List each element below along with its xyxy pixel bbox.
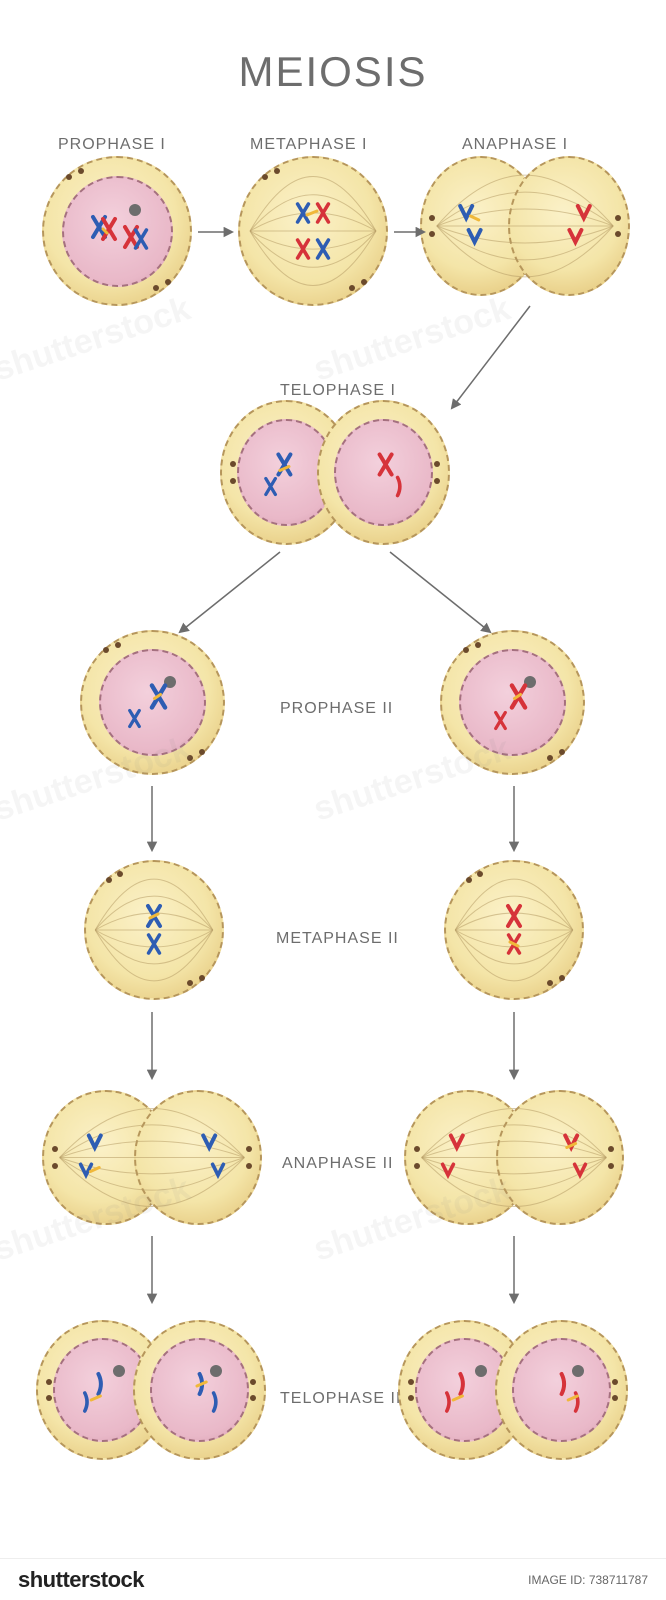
stage-label-prophase2: PROPHASE II xyxy=(280,700,393,718)
stage-label-metaphase1: METAPHASE I xyxy=(250,136,367,154)
stage-label-prophase1: PROPHASE I xyxy=(58,136,166,154)
stage-label-anaphase2: ANAPHASE II xyxy=(282,1155,393,1173)
footer-logo: shutterstock xyxy=(18,1567,144,1593)
stage-label-anaphase1: ANAPHASE I xyxy=(462,136,568,154)
cell-m2r xyxy=(444,860,584,1000)
cell-a1 xyxy=(420,156,630,296)
diagram-title: MEIOSIS xyxy=(0,48,666,96)
cell-p2r xyxy=(440,630,585,775)
stage-label-telophase2: TELOPHASE II xyxy=(280,1390,401,1408)
cell-p1 xyxy=(42,156,192,306)
cell-p2l xyxy=(80,630,225,775)
cell-m1 xyxy=(238,156,388,306)
cell-t1 xyxy=(220,400,450,545)
footer-imageid: IMAGE ID: 738711787 xyxy=(528,1573,648,1587)
cell-m2l xyxy=(84,860,224,1000)
stage-label-telophase1: TELOPHASE I xyxy=(280,382,396,400)
cell-t2l xyxy=(36,1320,266,1460)
cell-a2l xyxy=(42,1090,262,1225)
stage-label-metaphase2: METAPHASE II xyxy=(276,930,399,948)
cell-t2r xyxy=(398,1320,628,1460)
footer: shutterstock IMAGE ID: 738711787 xyxy=(0,1558,666,1600)
cell-a2r xyxy=(404,1090,624,1225)
